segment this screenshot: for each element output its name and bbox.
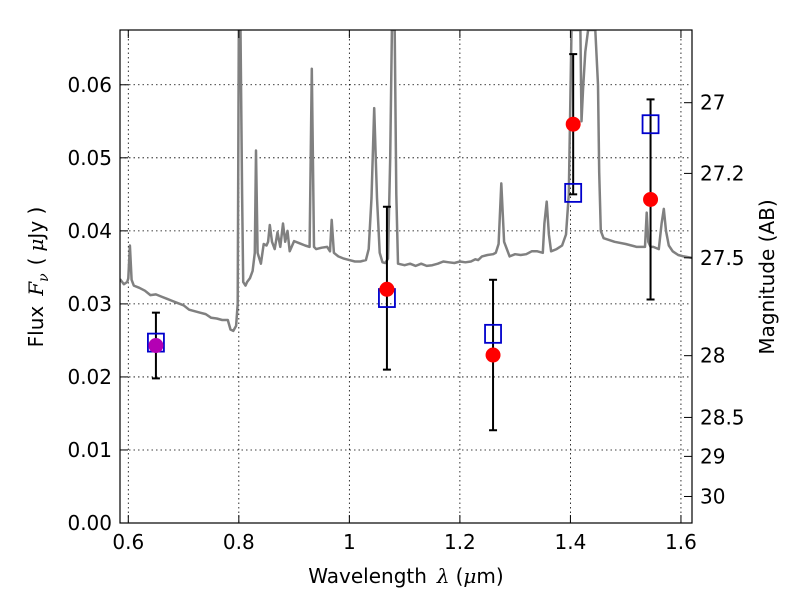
markers — [147, 114, 660, 363]
model-square-marker — [484, 323, 502, 344]
y2-tick-label: 29 — [700, 444, 725, 468]
y2-tick-label: 27.2 — [700, 161, 745, 185]
y2-tick-label: 27.5 — [700, 246, 745, 270]
y2-axis-title: Magnitude (AB) — [755, 199, 779, 354]
y-tick-label: 0.02 — [67, 365, 112, 389]
y-tick-label: 0.04 — [67, 219, 112, 243]
x-tick-label: 0.8 — [223, 530, 255, 554]
y2-tick-label: 27 — [700, 91, 725, 115]
grid — [120, 30, 692, 524]
model-spectrum — [120, 30, 692, 333]
x-axis-title: Wavelength λ (μm) — [308, 564, 503, 588]
x-tick-label: 0.6 — [112, 530, 144, 554]
x-tick-label: 1 — [343, 530, 356, 554]
y-tick-label: 0.00 — [67, 511, 112, 535]
ticks: 0.6 0.8 1 1.2 1.4 1.6 0.00 0.01 0.02 0.03 0.04 0.05… — [67, 30, 745, 554]
observed-point-marker — [379, 281, 395, 297]
model-square-marker — [564, 182, 583, 203]
plot-frame — [119, 29, 693, 524]
error-bars — [151, 53, 655, 432]
x-tick-label: 1.4 — [555, 530, 587, 554]
y-tick-label: 0.01 — [67, 438, 112, 462]
x-tick-label: 1.6 — [665, 530, 697, 554]
observed-point-marker — [485, 347, 501, 363]
observed-point-marker — [565, 116, 581, 132]
y2-tick-label: 28 — [700, 344, 725, 368]
observed-point-marker — [148, 338, 164, 354]
y-tick-label: 0.06 — [67, 73, 112, 97]
y2-tick-label: 28.5 — [700, 405, 745, 429]
spectrum-line — [120, 30, 692, 333]
y-axis-title: FluxFν(μJy ) — [24, 207, 52, 348]
y2-tick-label: 30 — [700, 484, 725, 508]
x-tick-label: 1.2 — [444, 530, 476, 554]
observed-point-marker — [643, 191, 659, 207]
y-tick-label: 0.05 — [67, 146, 112, 170]
y-tick-label: 0.03 — [67, 292, 112, 316]
model-square-marker — [641, 114, 660, 135]
